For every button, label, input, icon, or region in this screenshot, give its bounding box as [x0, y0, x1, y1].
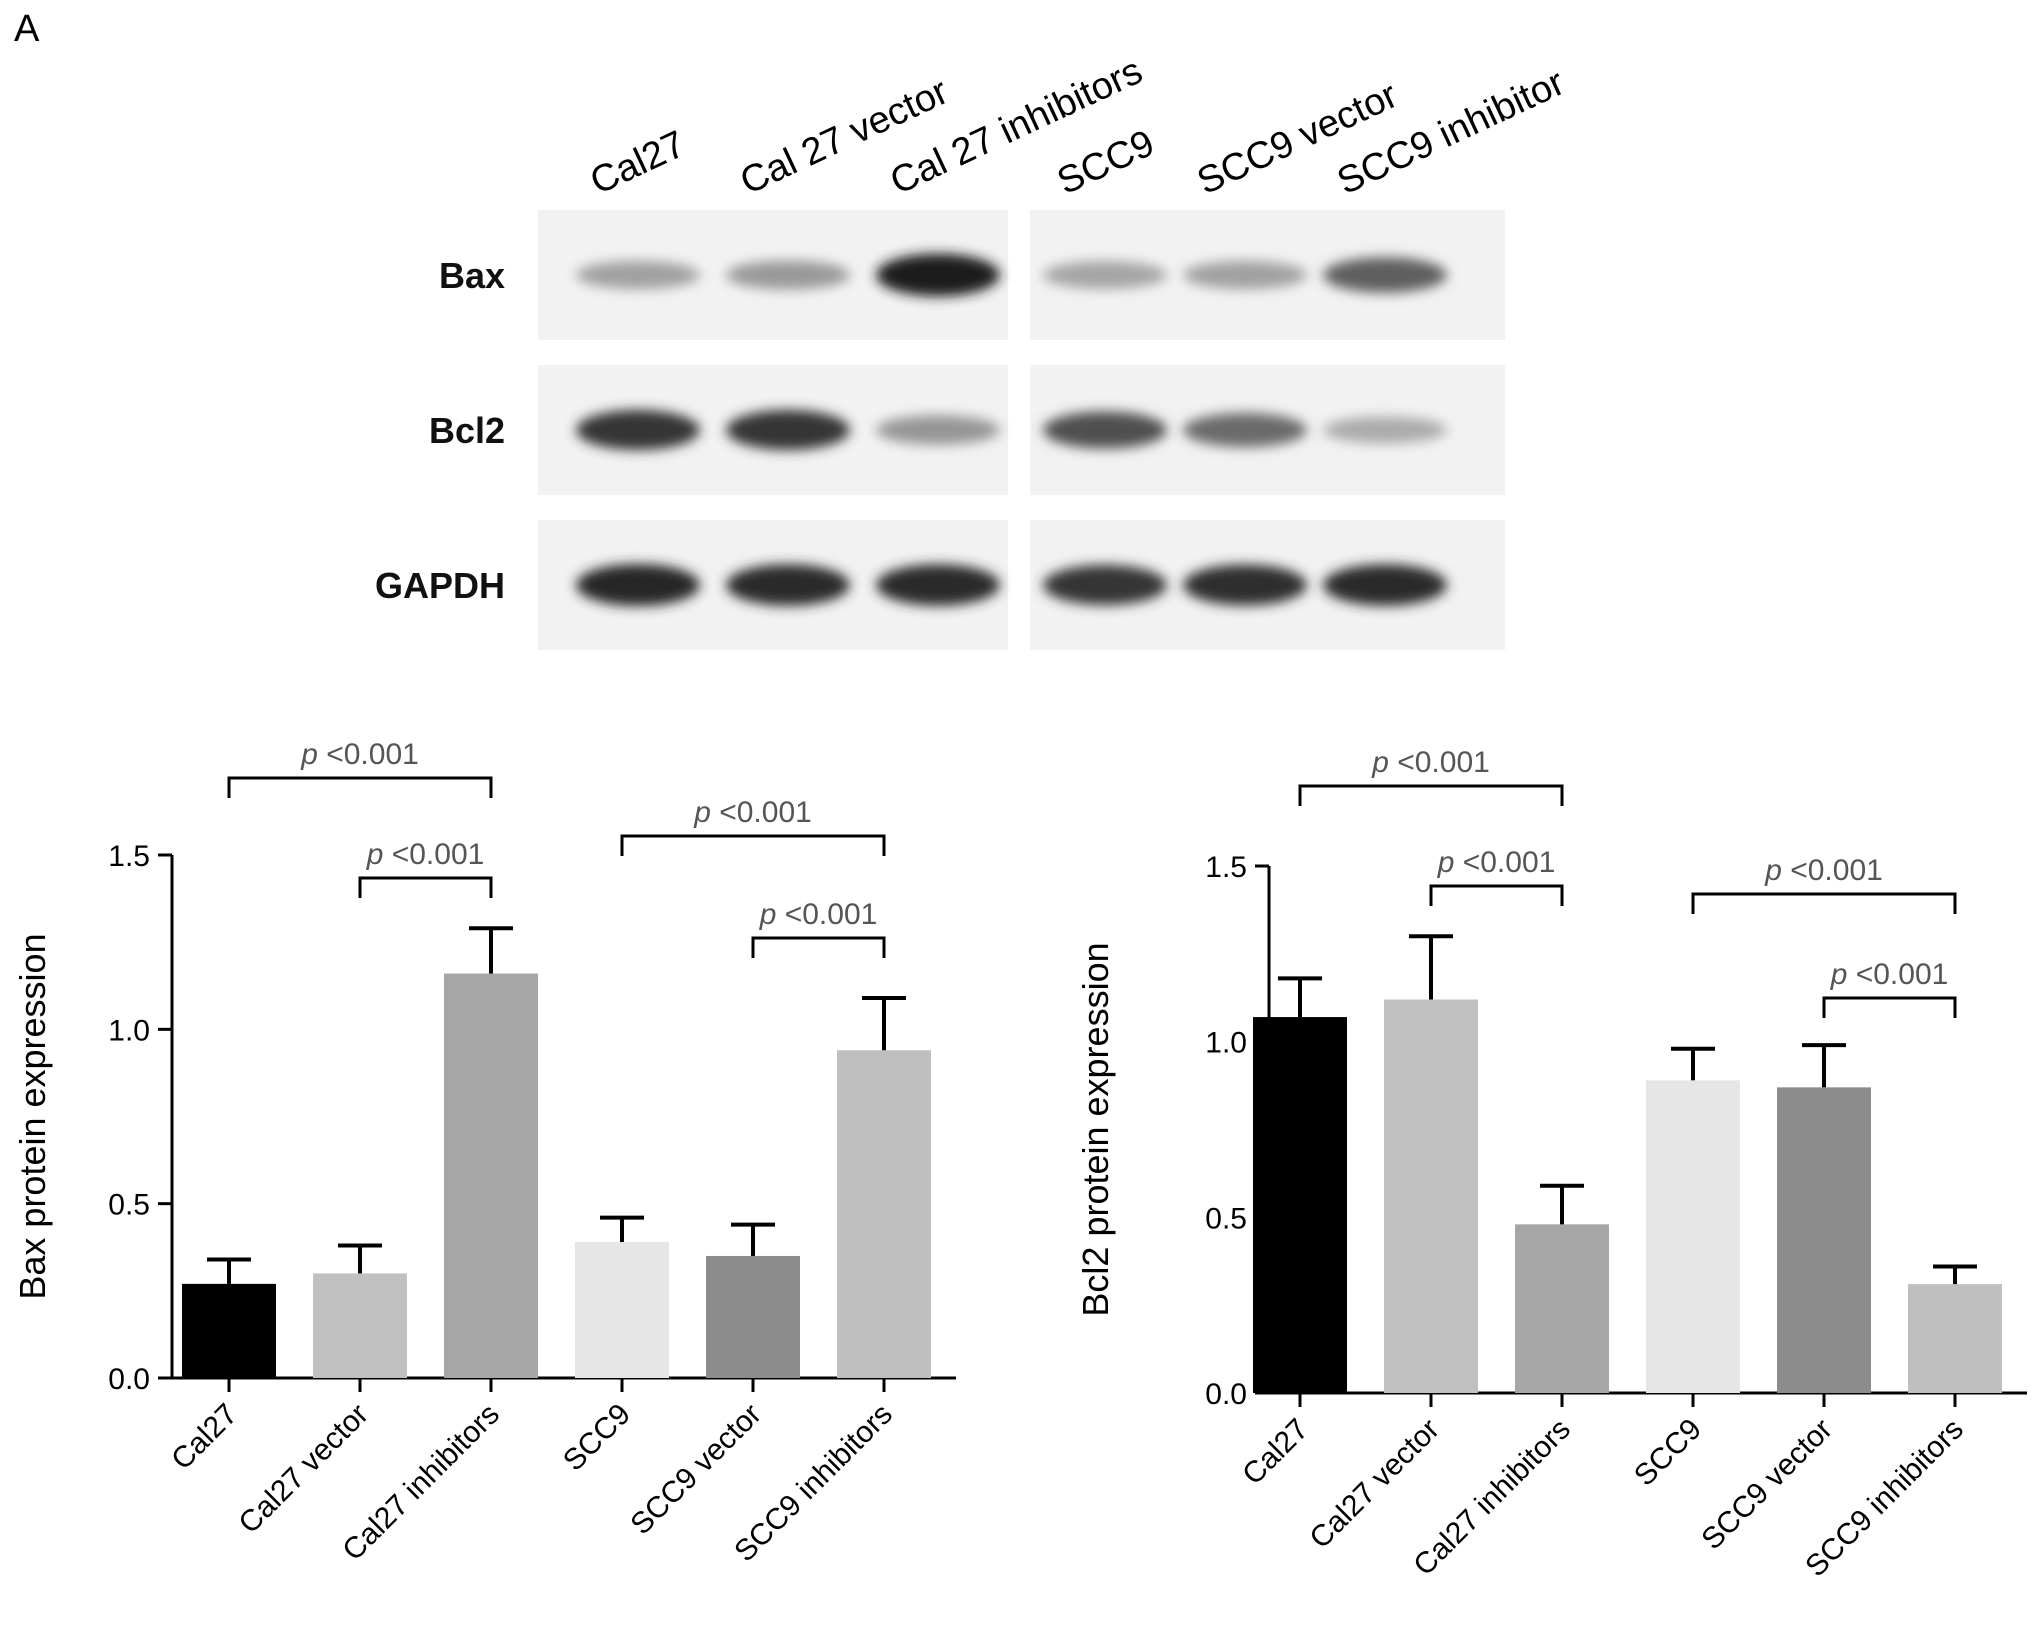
blot-band [1043, 411, 1167, 449]
y-axis-label: Bcl2 protein expression [1075, 942, 1116, 1316]
x-tick-label: Cal27 [1236, 1413, 1315, 1492]
p-value-label: p <0.001 [1764, 854, 1883, 887]
significance-bracket [1822, 996, 1957, 1018]
bax-bar-chart: 0.0 0.5 1.0 1.5 Bax protein expression Cal27C… [12, 738, 956, 1568]
bar [575, 1242, 669, 1378]
y-tick-label: 0.0 [108, 1363, 150, 1396]
y-tick-label: 1.5 [108, 840, 150, 873]
significance-bracket [1298, 784, 1564, 806]
y-tick-label: 1.0 [1205, 1027, 1247, 1060]
p-value-label: p <0.001 [366, 838, 485, 871]
blot-band [726, 564, 850, 606]
bar [837, 1050, 931, 1378]
y-tick-label: 1.0 [108, 1014, 150, 1047]
y-axis-label: Bax protein expression [12, 933, 53, 1299]
p-value-label: p <0.001 [1437, 846, 1556, 879]
blot-row-label: Bax [439, 255, 505, 296]
significance-bracket [1691, 892, 1957, 914]
blot-band [1323, 564, 1447, 606]
x-tick-label: SCC9 [557, 1398, 637, 1478]
bar [1646, 1080, 1740, 1393]
x-tick-label: Cal27 [165, 1398, 244, 1477]
significance-bracket [227, 776, 493, 798]
bar [1908, 1284, 2002, 1393]
bar [313, 1273, 407, 1378]
y-tick-label: 1.5 [1205, 851, 1247, 884]
blot-band [1183, 564, 1307, 606]
blot-band [576, 409, 700, 451]
blot-row-label: GAPDH [375, 565, 505, 606]
bar [1384, 999, 1478, 1393]
bar [1777, 1087, 1871, 1393]
blot-lane-label: Cal27 [584, 123, 692, 203]
x-tick-label: SCC9 vector [1695, 1413, 1839, 1557]
blot-band [576, 563, 700, 607]
blot-band [726, 260, 850, 290]
blot-band [1323, 416, 1447, 444]
blot-band [1183, 412, 1307, 448]
p-value-label: p <0.001 [759, 898, 878, 931]
bar [1515, 1224, 1609, 1393]
y-tick-label: 0.5 [108, 1189, 150, 1222]
bcl2-bar-chart: 0.0 0.5 1.0 1.5 Bcl2 protein expression Cal27… [1075, 746, 2027, 1583]
p-value-label: p <0.001 [1371, 746, 1490, 779]
bar [444, 973, 538, 1378]
p-value-label: p <0.001 [1830, 958, 1949, 991]
blot-band [1043, 261, 1167, 289]
significance-bracket [620, 834, 886, 856]
blot-band [876, 415, 1000, 445]
x-tick-label: Cal27 vector [233, 1398, 375, 1540]
p-value-label: p <0.001 [693, 796, 812, 829]
blot-band [1043, 564, 1167, 606]
significance-bracket [358, 876, 493, 898]
x-tick-label: SCC9 vector [624, 1398, 768, 1542]
bar [1253, 1017, 1347, 1393]
bar [706, 1255, 800, 1378]
x-tick-label: SCC9 [1628, 1413, 1708, 1493]
y-tick-label: 0.5 [1205, 1202, 1247, 1235]
x-tick-label: Cal27 vector [1304, 1413, 1446, 1555]
blot-lane-label: SCC9 [1051, 122, 1161, 203]
p-value-label: p <0.001 [300, 738, 419, 771]
blot-band [1323, 257, 1447, 293]
blot-row-label: Bcl2 [429, 410, 505, 451]
y-tick-label: 0.0 [1205, 1378, 1247, 1411]
blot-band [876, 253, 1000, 297]
significance-bracket [751, 936, 886, 958]
blot-band [726, 409, 850, 451]
panel-letter: A [14, 8, 40, 50]
bar [182, 1283, 276, 1378]
blot-band [576, 260, 700, 290]
blot-band [876, 564, 1000, 606]
blot-band [1183, 260, 1307, 290]
significance-bracket [1429, 884, 1564, 906]
